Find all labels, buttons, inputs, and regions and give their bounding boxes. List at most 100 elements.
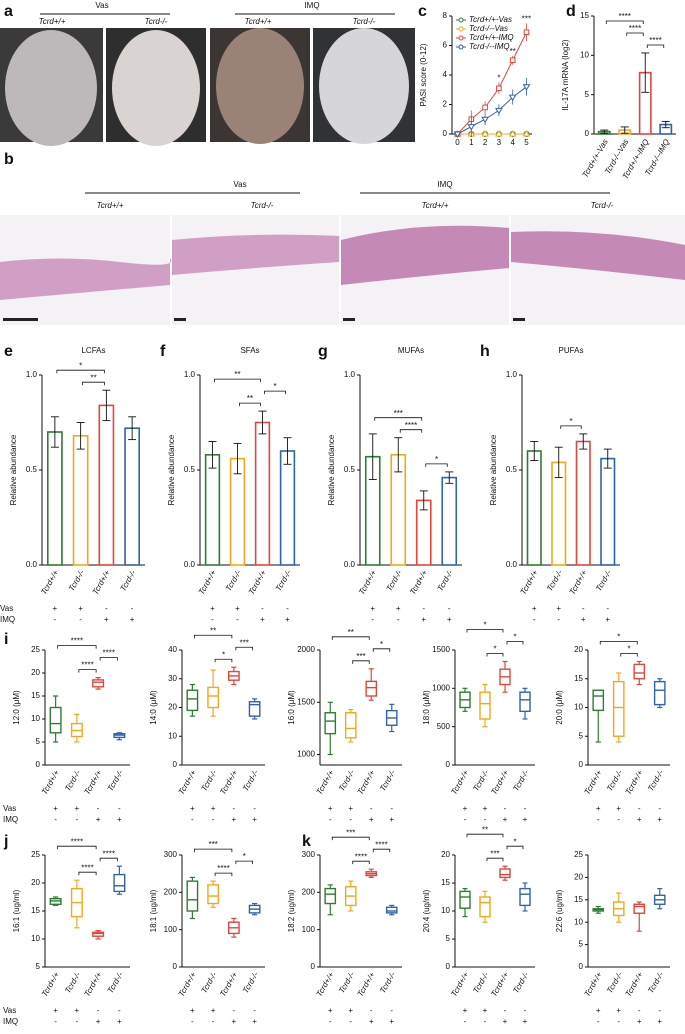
panel-letter: f [160,343,166,360]
comparison-bracket [78,871,97,876]
significance: * [569,417,572,426]
comparison-bracket [56,369,105,374]
marker [467,124,476,131]
y-tick-label: 20 [31,878,40,887]
y-tick-label: 200 [302,887,316,896]
significance: **** [103,649,115,658]
marker [453,131,462,138]
condition-sign: + [328,804,333,813]
x-tick-label: Tcrd+/+ [356,970,377,998]
comparison-bracket [486,857,504,862]
box [365,680,378,697]
condition-sign: - [617,815,620,824]
x-tick-label: Tcrd-/- [199,768,218,793]
x-tick-label: Tcrd+/+ [82,970,103,998]
significance: **** [71,637,83,646]
bar [72,434,89,566]
y-tick-label: 5 [36,962,41,971]
y-tick-label: 40 [168,645,177,654]
condition-sign: - [448,604,451,613]
condition-sign: + [503,815,508,824]
comparison-bracket [352,660,370,664]
genotype-label: Tcrd-/- [251,201,274,210]
x-tick-label: Tcrd+/+ [408,568,429,596]
condition-sign: - [211,615,214,624]
y-tick-label: 6 [443,41,448,50]
comparison-bracket [99,857,118,862]
significance: * [273,382,276,391]
panel-letter: k [302,833,311,850]
genotype-label: Tcrd+/+ [39,17,66,26]
condition-sign: - [524,804,527,813]
box [49,706,62,734]
comparison-bracket [605,20,644,24]
marker [495,130,503,137]
bar [229,457,246,566]
y-tick-label: 1.0 [506,370,518,379]
scale-bar [513,318,525,321]
condition-sign: + [285,615,290,624]
y-tick-label: 0 [443,129,448,138]
y-axis-label: 18:1 (ug/ml) [149,889,158,932]
x-tick-label: Tcrd+/+ [519,568,540,596]
photo-skin [319,28,409,144]
x-tick-label: Tcrd-/- [436,568,455,593]
marker [481,130,489,137]
condition-sign: - [597,815,600,824]
y-tick-label: 1500 [432,645,450,654]
x-tick-label: Tcrd-/- [471,768,490,793]
legend-label: Tcrd-/--Vas [469,24,508,33]
condition-sign: + [657,1017,662,1026]
significance: *** [240,638,249,647]
box [92,931,105,937]
bar [46,431,63,566]
x-tick-label: Tcrd+/+ [357,568,378,596]
comparison-bracket [82,381,105,386]
condition-sign: + [211,804,216,813]
marker [523,29,530,36]
y-tick-label: 1.0 [184,370,196,379]
significance: **** [619,12,631,21]
condition-sign: - [79,615,82,624]
condition-sign: + [616,1006,621,1015]
y-tick-label: 5 [36,737,41,746]
significance: * [617,633,620,642]
x-tick-label: Tcrd-/- [471,970,490,995]
photo-panels [0,28,415,146]
condition-sign: + [463,804,468,813]
condition-sign: - [349,1017,352,1026]
y-axis-label: 20:0 (μM) [555,690,564,725]
x-tick-label: Tcrd-/- [511,970,530,995]
tissue [0,258,172,300]
y-tick-label: 15 [574,674,583,683]
y-tick-label: 5 [446,934,451,943]
condition-sign: - [253,804,256,813]
significance: * [627,645,630,654]
condition-name: Vas [0,604,13,613]
histology-panels [0,215,685,325]
tissue [341,225,509,285]
condition-sign: - [464,1017,467,1026]
box [633,903,646,914]
condition-sign: - [484,815,487,824]
condition-sign: + [596,804,601,813]
x-tick-label: 1 [469,138,474,147]
condition-sign: - [191,1017,194,1026]
significance: *** [208,840,217,849]
condition-sign: + [389,815,394,824]
genotype-label: Tcrd+/+ [97,201,124,210]
condition-sign: - [118,1006,121,1015]
x-tick-label: 5 [524,138,529,147]
condition-sign: + [78,604,83,613]
condition-sign: + [117,815,122,824]
legend-marker [458,26,464,32]
bar [279,450,296,566]
condition-sign: - [397,615,400,624]
x-tick-label: 4 [510,138,515,147]
x-tick-label: Tcrd-/- [224,568,243,593]
comparison-bracket [466,833,504,838]
condition-sign: + [370,604,375,613]
group-label: IMQ [304,1,319,10]
panel-letter: a [4,3,13,20]
y-tick-label: 10 [441,906,450,915]
